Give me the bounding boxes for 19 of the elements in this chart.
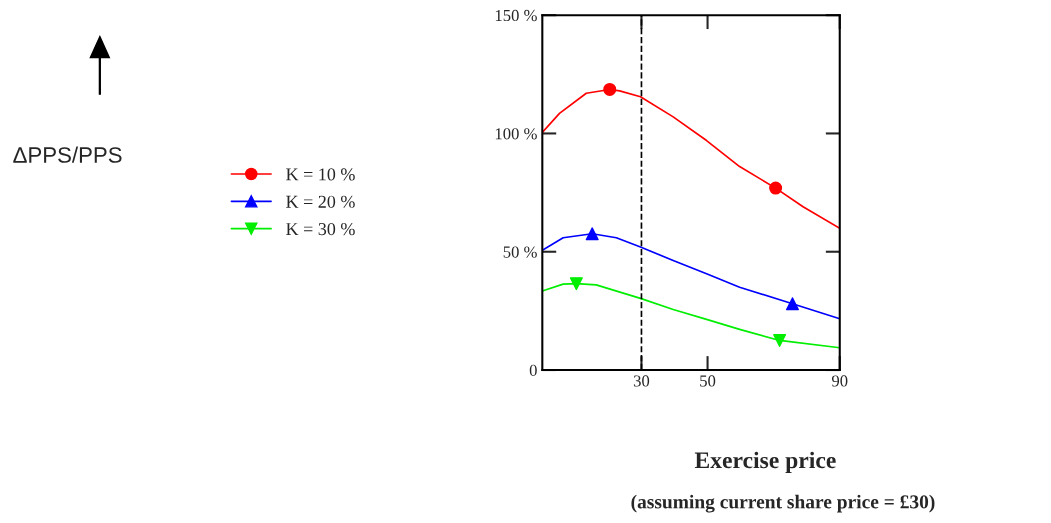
- x-tick-label: 90: [831, 375, 848, 387]
- x-axis-title: Exercise price: [694, 451, 836, 474]
- point: [785, 297, 799, 311]
- x-tick-label: 50: [700, 375, 716, 387]
- point: [585, 227, 599, 241]
- legend-label: K = 20 %: [286, 195, 355, 208]
- legend-label: K = 10 %: [286, 168, 355, 181]
- text: ΔPPS/PPS: [13, 146, 122, 163]
- y-tick-label: 50 %: [503, 246, 537, 258]
- y-tick-label: 100 %: [495, 128, 537, 140]
- y-tick-label: 0: [529, 364, 537, 376]
- y-tick-label: 150 %: [495, 9, 537, 22]
- x-tick-label: 30: [633, 375, 650, 387]
- point: [769, 181, 783, 195]
- legend-label: K = 30 %: [286, 222, 355, 236]
- point: [603, 82, 617, 96]
- point: [773, 333, 787, 347]
- text: (assuming current share price = £30): [631, 494, 935, 513]
- point: [569, 277, 583, 291]
